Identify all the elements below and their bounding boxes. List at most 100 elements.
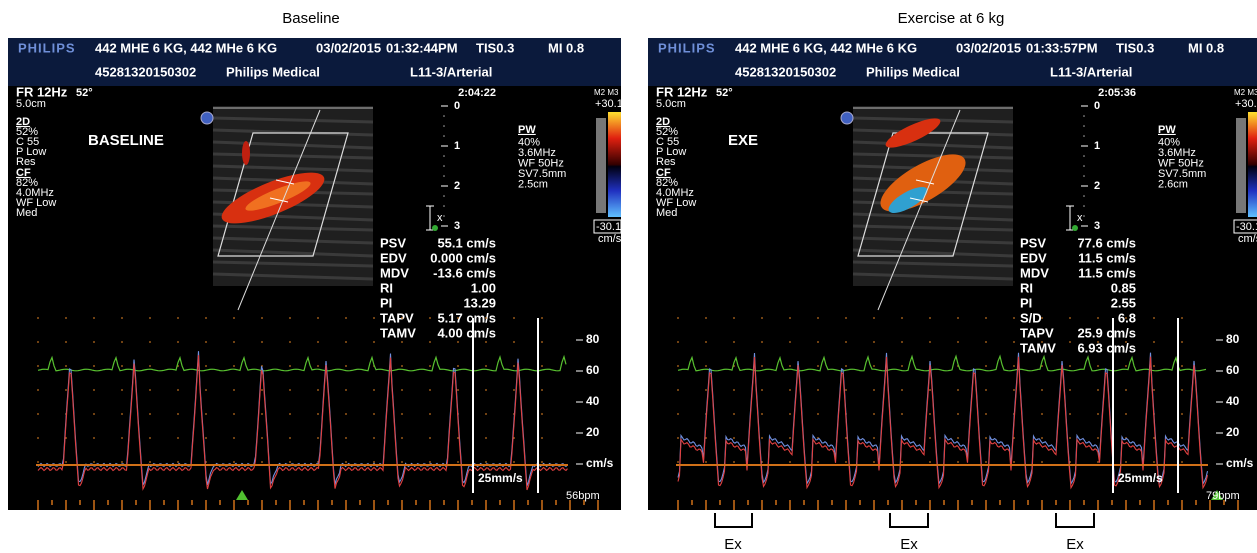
pw-parameter: PW <box>1158 124 1176 136</box>
depth-label: 3 <box>454 220 460 232</box>
grid-dot <box>873 317 875 319</box>
tissue-texture <box>212 164 374 173</box>
grid-dot <box>121 365 123 367</box>
doppler-trace <box>37 355 568 491</box>
grid-dot <box>485 461 487 463</box>
parameter: Res <box>656 156 676 168</box>
pw-parameter: SV7.5mm <box>1158 168 1206 180</box>
grid-dot <box>373 389 375 391</box>
grid-dot <box>1181 437 1183 439</box>
grid-dot <box>317 413 319 415</box>
scale-label: cm/s <box>1226 456 1254 470</box>
grid-dot <box>513 341 515 343</box>
grid-dot <box>149 461 151 463</box>
pw-parameter: 40% <box>1158 136 1180 148</box>
scale-label: 20 <box>586 425 600 439</box>
heart-rate: 79bpm <box>1206 490 1240 502</box>
grid-dot <box>985 389 987 391</box>
grid-dot <box>485 389 487 391</box>
grid-dot <box>929 389 931 391</box>
tis: TIS0.3 <box>1116 40 1154 55</box>
grid-dot <box>957 461 959 463</box>
grid-dot <box>261 461 263 463</box>
grid-dot <box>1041 389 1043 391</box>
grid-dot <box>233 461 235 463</box>
color-bar <box>608 112 621 217</box>
exercise-marker: Ex <box>1066 536 1084 553</box>
color-bar-gray <box>1236 118 1246 213</box>
grid-dot <box>817 365 819 367</box>
depth-label: 1 <box>1094 140 1100 152</box>
grid-dot <box>873 365 875 367</box>
scale-label: 40 <box>1226 394 1240 408</box>
grid-dot <box>677 389 679 391</box>
parameter: CF <box>16 167 31 179</box>
measurement-value: 4.00 cm/s <box>437 325 496 340</box>
scale-label: 40 <box>586 394 600 408</box>
measurement-value: 2.55 <box>1111 295 1136 310</box>
grid-dot <box>1041 437 1043 439</box>
tissue-texture <box>212 224 374 232</box>
grid-dot <box>1013 389 1015 391</box>
tissue-texture <box>212 248 374 258</box>
patient: 442 MHE 6 KG, 442 MHe 6 KG <box>735 40 917 55</box>
color-bar-gray <box>596 118 606 213</box>
grid-dot <box>1125 461 1127 463</box>
tissue-texture <box>212 260 374 268</box>
measurement-name: PSV <box>380 235 406 250</box>
grid-dot <box>513 317 515 319</box>
tissue-texture <box>212 272 374 281</box>
brand: PHILIPS <box>18 40 76 55</box>
grid-dot <box>1097 389 1099 391</box>
grid-dot <box>429 437 431 439</box>
tissue-texture <box>852 272 1014 281</box>
grid-dot <box>677 341 679 343</box>
grid-dot <box>733 461 735 463</box>
scale-label: 20 <box>1226 425 1240 439</box>
grid-dot <box>345 365 347 367</box>
grid-dot <box>985 461 987 463</box>
mi: MI 0.8 <box>1188 40 1224 55</box>
exercise-marker: Ex <box>900 536 918 553</box>
clock: 2:04:22 <box>458 87 496 99</box>
cursor-label: x <box>1077 212 1083 224</box>
grid-dot <box>149 317 151 319</box>
grid-dot <box>289 437 291 439</box>
grid-dot <box>1097 317 1099 319</box>
depth-label: 2 <box>1094 180 1100 192</box>
grid-dot <box>37 437 39 439</box>
grid-dot <box>845 437 847 439</box>
probe: L11-3/Arterial <box>1050 64 1132 79</box>
measurement-name: TAPV <box>1020 325 1054 340</box>
frame-marker <box>1211 490 1223 500</box>
grid-dot <box>205 437 207 439</box>
scale-label: 80 <box>586 332 600 346</box>
measurement-value: 6.8 <box>1118 310 1136 325</box>
depth-label: 0 <box>454 100 460 112</box>
angle: 52° <box>716 87 733 99</box>
grid-dot <box>677 413 679 415</box>
grid-dot <box>345 437 347 439</box>
depth-dot <box>1083 155 1085 157</box>
measurement-value: 11.5 cm/s <box>1078 265 1136 280</box>
color-bar-mode: M2 M3 <box>594 88 619 97</box>
parameter: C 55 <box>16 136 39 148</box>
grid-dot <box>37 341 39 343</box>
depth-dot <box>1083 125 1085 127</box>
grid-dot <box>205 413 207 415</box>
grid-dot <box>65 341 67 343</box>
grid-dot <box>457 317 459 319</box>
pw-parameter: PW <box>518 124 536 136</box>
pw-parameter: WF 50Hz <box>1158 157 1204 169</box>
grid-dot <box>1181 389 1183 391</box>
grid-dot <box>121 317 123 319</box>
measurement-name: S/D <box>1020 310 1042 325</box>
grid-dot <box>1153 365 1155 367</box>
mi: MI 0.8 <box>548 40 584 55</box>
grid-dot <box>121 341 123 343</box>
grid-dot <box>1125 389 1127 391</box>
depth-dot <box>443 195 445 197</box>
grid-dot <box>705 389 707 391</box>
grid-dot <box>289 317 291 319</box>
measurement-value: 13.29 <box>463 295 496 310</box>
